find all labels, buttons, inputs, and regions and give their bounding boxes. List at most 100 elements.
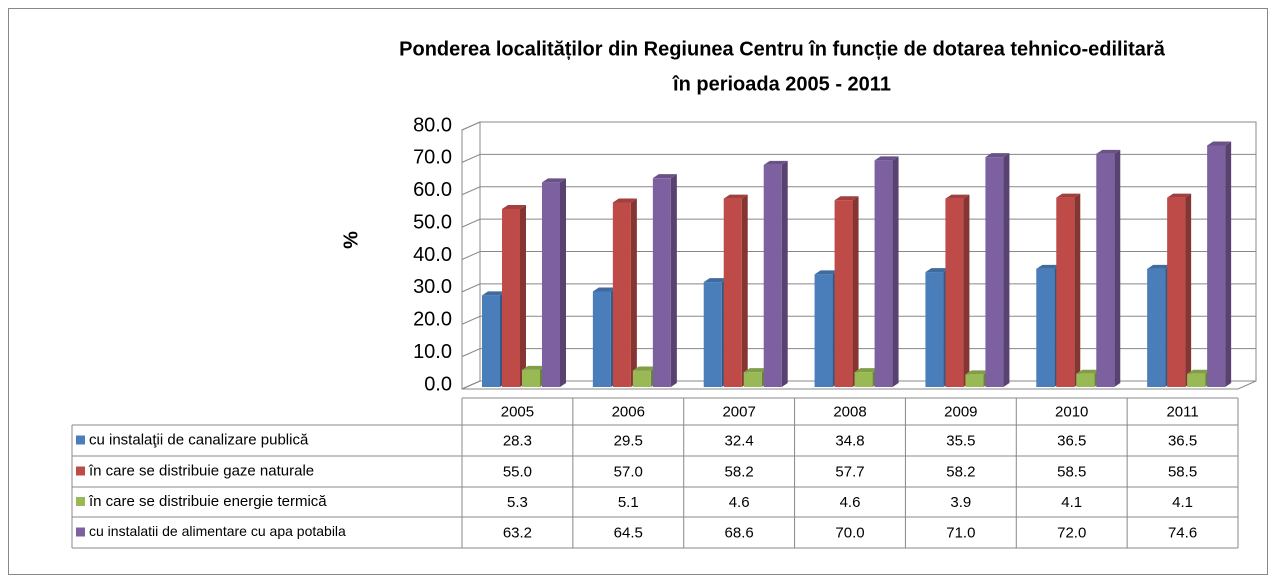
bar-top bbox=[1056, 193, 1081, 198]
bar-side bbox=[630, 198, 637, 387]
bar-side bbox=[520, 204, 526, 387]
bar-top bbox=[1207, 141, 1232, 146]
bar bbox=[703, 282, 722, 387]
bar-top bbox=[612, 198, 637, 203]
bar bbox=[1076, 373, 1095, 387]
y-tick-label: 80.0 bbox=[413, 114, 452, 136]
bar-side bbox=[1003, 153, 1010, 387]
bar-side bbox=[1185, 193, 1192, 387]
bar bbox=[985, 157, 1004, 387]
data-label: 36.5 bbox=[1057, 432, 1086, 449]
bar-top bbox=[1076, 369, 1101, 374]
bar-top bbox=[834, 196, 859, 201]
x-tick-label: 2009 bbox=[944, 403, 977, 420]
bar-top bbox=[1167, 193, 1192, 198]
bar bbox=[522, 369, 540, 387]
y-tick-label: 10.0 bbox=[413, 341, 452, 363]
bar bbox=[1187, 373, 1206, 387]
bar bbox=[1056, 197, 1075, 387]
data-label: 70.0 bbox=[835, 524, 864, 541]
y-tick-label: 60.0 bbox=[413, 179, 452, 201]
data-label: 58.5 bbox=[1057, 463, 1086, 480]
bar bbox=[925, 272, 944, 387]
data-label: 58.2 bbox=[946, 463, 975, 480]
bar-top bbox=[502, 204, 526, 209]
data-label: 58.2 bbox=[725, 463, 754, 480]
bar-side bbox=[963, 194, 970, 387]
bar-side bbox=[852, 196, 859, 387]
data-label: 32.4 bbox=[725, 432, 754, 449]
bar-top bbox=[542, 178, 566, 183]
bar bbox=[542, 182, 560, 387]
y-tick-label: 70.0 bbox=[413, 147, 452, 169]
y-axis-label: % bbox=[340, 231, 362, 249]
bar-top bbox=[925, 268, 950, 273]
data-label: 68.6 bbox=[725, 524, 754, 541]
legend-label: în care se distribuie energie termică bbox=[88, 493, 327, 510]
data-label: 28.3 bbox=[503, 432, 532, 449]
y-tick-label: 40.0 bbox=[413, 244, 452, 266]
bar bbox=[723, 198, 742, 387]
bar bbox=[874, 160, 893, 387]
x-tick-label: 2008 bbox=[833, 403, 866, 420]
bar bbox=[612, 202, 631, 387]
bar-top bbox=[965, 370, 990, 375]
bar-top bbox=[1147, 264, 1172, 269]
data-label: 5.1 bbox=[618, 494, 639, 511]
bar bbox=[854, 372, 873, 387]
bar-top bbox=[1036, 264, 1061, 269]
bar-top bbox=[723, 194, 748, 199]
y-tick-label: 50.0 bbox=[413, 211, 452, 233]
bar-top bbox=[814, 270, 839, 275]
bar bbox=[1167, 197, 1186, 387]
chart-title: în perioada 2005 - 2011 bbox=[672, 73, 891, 95]
y-tick-label: 0.0 bbox=[424, 373, 452, 395]
bar-side bbox=[892, 156, 899, 387]
x-tick-label: 2007 bbox=[722, 403, 755, 420]
data-label: 57.7 bbox=[835, 463, 864, 480]
bar bbox=[1147, 268, 1166, 387]
legend-swatch bbox=[76, 466, 85, 476]
bar-side bbox=[1074, 193, 1081, 387]
grid-line bbox=[461, 121, 1256, 131]
bar-top bbox=[482, 291, 506, 296]
bar bbox=[482, 295, 500, 387]
bar bbox=[1036, 268, 1055, 387]
bar-top bbox=[652, 174, 677, 179]
bar-side bbox=[741, 194, 748, 387]
bar bbox=[652, 178, 671, 387]
data-label: 4.6 bbox=[729, 494, 750, 511]
data-label: 57.0 bbox=[614, 463, 643, 480]
bar bbox=[1096, 153, 1115, 387]
x-tick-label: 2011 bbox=[1166, 403, 1198, 420]
bar-side bbox=[781, 160, 788, 387]
legend-label: cu instalaţii de canalizare publică bbox=[89, 431, 309, 448]
data-label: 4.1 bbox=[1172, 494, 1193, 511]
legend-label: în care se distribuie gaze naturale bbox=[88, 462, 314, 479]
data-label: 72.0 bbox=[1057, 524, 1086, 541]
bar bbox=[1207, 145, 1226, 387]
bar bbox=[814, 274, 833, 387]
data-label: 55.0 bbox=[503, 463, 532, 480]
data-label: 4.1 bbox=[1061, 494, 1082, 511]
x-tick-label: 2010 bbox=[1055, 403, 1088, 420]
data-label: 58.5 bbox=[1168, 463, 1197, 480]
data-label: 64.5 bbox=[614, 524, 643, 541]
bar-top bbox=[945, 194, 970, 199]
bar bbox=[632, 370, 651, 387]
data-label: 3.9 bbox=[950, 494, 971, 511]
bar-top bbox=[703, 278, 728, 283]
y-tick-label: 20.0 bbox=[413, 309, 452, 331]
bar-top bbox=[743, 368, 768, 373]
data-label: 71.0 bbox=[946, 524, 975, 541]
bar-top bbox=[522, 365, 546, 370]
bar bbox=[592, 291, 611, 387]
data-label: 63.2 bbox=[503, 524, 532, 541]
chart-title: Ponderea localităților din Regiunea Cent… bbox=[399, 38, 1166, 60]
bar-top bbox=[763, 160, 788, 165]
bar bbox=[502, 208, 520, 387]
bar bbox=[965, 374, 984, 387]
bar-top bbox=[1187, 369, 1212, 374]
bar-top bbox=[854, 368, 879, 373]
